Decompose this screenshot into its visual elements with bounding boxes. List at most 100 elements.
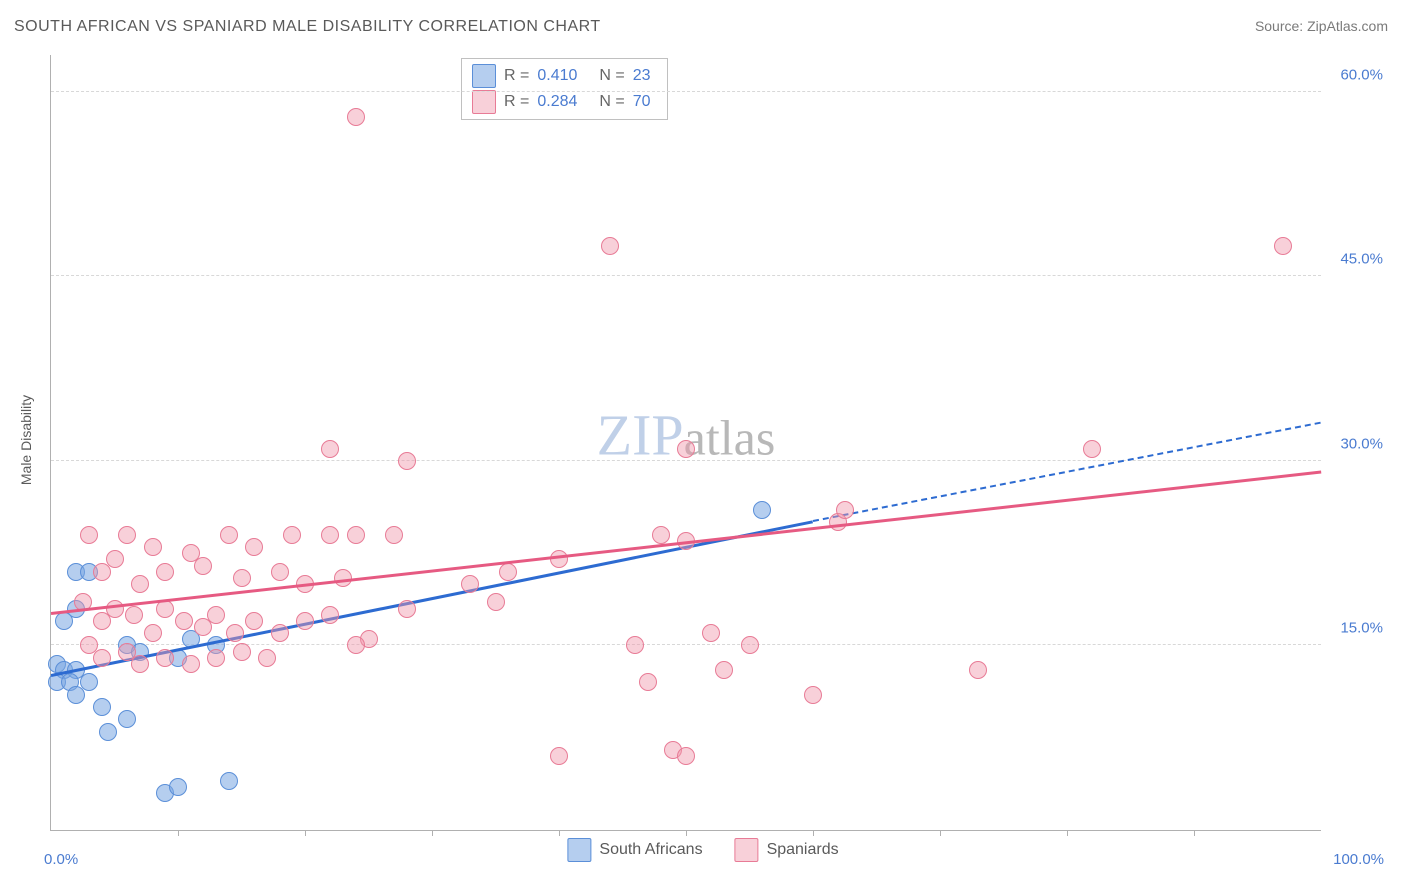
data-point bbox=[220, 772, 238, 790]
data-point bbox=[80, 673, 98, 691]
data-point bbox=[55, 612, 73, 630]
trend-line-extrapolated bbox=[813, 422, 1321, 522]
data-point bbox=[106, 600, 124, 618]
data-point bbox=[93, 698, 111, 716]
series-legend: South Africans Spaniards bbox=[567, 838, 838, 862]
data-point bbox=[118, 526, 136, 544]
data-point bbox=[207, 649, 225, 667]
data-point bbox=[321, 526, 339, 544]
grid-line bbox=[51, 275, 1321, 276]
data-point bbox=[677, 747, 695, 765]
data-point bbox=[398, 452, 416, 470]
n-value-spaniards: 70 bbox=[633, 89, 651, 115]
data-point bbox=[969, 661, 987, 679]
data-point bbox=[601, 237, 619, 255]
data-point bbox=[93, 649, 111, 667]
data-point bbox=[550, 747, 568, 765]
data-point bbox=[156, 649, 174, 667]
data-point bbox=[93, 563, 111, 581]
r-label: R = bbox=[504, 63, 529, 89]
data-point bbox=[499, 563, 517, 581]
x-tick bbox=[940, 830, 941, 836]
data-point bbox=[639, 673, 657, 691]
data-point bbox=[296, 612, 314, 630]
data-point bbox=[220, 526, 238, 544]
y-tick-label: 45.0% bbox=[1340, 251, 1383, 268]
data-point bbox=[1274, 237, 1292, 255]
data-point bbox=[321, 606, 339, 624]
data-point bbox=[836, 501, 854, 519]
data-point bbox=[398, 600, 416, 618]
watermark-atlas: atlas bbox=[684, 408, 776, 466]
legend-item-south-africans: South Africans bbox=[567, 838, 702, 862]
data-point bbox=[156, 563, 174, 581]
watermark: ZIPatlas bbox=[597, 401, 776, 468]
y-tick-label: 60.0% bbox=[1340, 66, 1383, 83]
data-point bbox=[245, 612, 263, 630]
x-axis-end-label: 100.0% bbox=[1333, 851, 1384, 868]
data-point bbox=[99, 723, 117, 741]
data-point bbox=[233, 569, 251, 587]
legend-swatch-south-africans bbox=[567, 838, 591, 862]
data-point bbox=[144, 538, 162, 556]
y-tick-label: 30.0% bbox=[1340, 435, 1383, 452]
data-point bbox=[487, 593, 505, 611]
n-label: N = bbox=[599, 63, 624, 89]
data-point bbox=[804, 686, 822, 704]
data-point bbox=[715, 661, 733, 679]
swatch-south-africans bbox=[472, 64, 496, 88]
data-point bbox=[652, 526, 670, 544]
data-point bbox=[144, 624, 162, 642]
x-tick bbox=[686, 830, 687, 836]
x-tick bbox=[1067, 830, 1068, 836]
y-axis-label: Male Disability bbox=[18, 395, 34, 485]
n-value-south-africans: 23 bbox=[633, 63, 651, 89]
r-label: R = bbox=[504, 89, 529, 115]
legend-swatch-spaniards bbox=[735, 838, 759, 862]
stats-row-spaniards: R = 0.284 N = 70 bbox=[472, 89, 651, 115]
data-point bbox=[461, 575, 479, 593]
data-point bbox=[550, 550, 568, 568]
x-tick bbox=[559, 830, 560, 836]
data-point bbox=[118, 710, 136, 728]
data-point bbox=[283, 526, 301, 544]
data-point bbox=[194, 557, 212, 575]
legend-item-spaniards: Spaniards bbox=[735, 838, 839, 862]
data-point bbox=[271, 563, 289, 581]
stats-legend: R = 0.410 N = 23 R = 0.284 N = 70 bbox=[461, 58, 668, 120]
data-point bbox=[131, 575, 149, 593]
legend-label-spaniards: Spaniards bbox=[767, 841, 839, 859]
x-tick bbox=[1194, 830, 1195, 836]
n-label: N = bbox=[599, 89, 624, 115]
r-value-spaniards: 0.284 bbox=[537, 89, 577, 115]
data-point bbox=[233, 643, 251, 661]
data-point bbox=[226, 624, 244, 642]
y-tick-label: 15.0% bbox=[1340, 620, 1383, 637]
x-tick bbox=[813, 830, 814, 836]
data-point bbox=[125, 606, 143, 624]
stats-row-south-africans: R = 0.410 N = 23 bbox=[472, 63, 651, 89]
data-point bbox=[677, 440, 695, 458]
data-point bbox=[271, 624, 289, 642]
chart-container: SOUTH AFRICAN VS SPANIARD MALE DISABILIT… bbox=[0, 0, 1406, 892]
data-point bbox=[182, 655, 200, 673]
data-point bbox=[131, 655, 149, 673]
data-point bbox=[741, 636, 759, 654]
r-value-south-africans: 0.410 bbox=[537, 63, 577, 89]
data-point bbox=[175, 612, 193, 630]
source-attribution: Source: ZipAtlas.com bbox=[1255, 18, 1388, 34]
data-point bbox=[347, 108, 365, 126]
data-point bbox=[702, 624, 720, 642]
watermark-zip: ZIP bbox=[597, 401, 684, 468]
data-point bbox=[753, 501, 771, 519]
chart-title: SOUTH AFRICAN VS SPANIARD MALE DISABILIT… bbox=[14, 18, 601, 36]
data-point bbox=[169, 778, 187, 796]
data-point bbox=[207, 606, 225, 624]
plot-area: ZIPatlas R = 0.410 N = 23 R = 0.284 N = … bbox=[50, 55, 1321, 831]
data-point bbox=[80, 526, 98, 544]
data-point bbox=[347, 526, 365, 544]
data-point bbox=[1083, 440, 1101, 458]
trend-line bbox=[51, 471, 1321, 615]
swatch-spaniards bbox=[472, 90, 496, 114]
data-point bbox=[258, 649, 276, 667]
